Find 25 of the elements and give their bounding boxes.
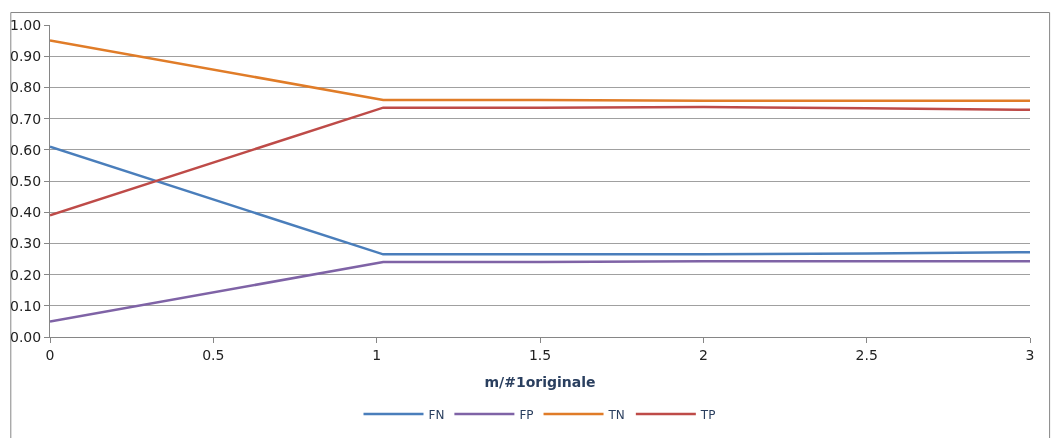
y-tick-label: 0.40	[10, 204, 42, 221]
legend-label: TN	[607, 407, 625, 422]
x-tick-label: 0.5	[202, 346, 225, 363]
legend-label: FN	[428, 407, 445, 422]
x-tick-label: 1	[372, 346, 382, 363]
y-tick-label: 0.90	[10, 48, 42, 65]
y-tick-label: 0.50	[10, 172, 42, 189]
y-tick-label: 0.20	[10, 266, 42, 283]
y-tick-label: 1.00	[10, 16, 42, 33]
y-tick-label: 0.60	[10, 141, 42, 158]
y-tick-label: 0.70	[10, 110, 42, 127]
x-tick-label: 1.5	[528, 346, 552, 363]
x-tick-label: 2.5	[855, 346, 878, 363]
y-tick-label: 0.30	[10, 235, 42, 252]
x-tick-label: 3	[1025, 346, 1035, 363]
legend-label: TP	[699, 407, 716, 422]
y-tick-label: 0.00	[10, 328, 42, 345]
line-series	[50, 145, 1030, 256]
y-tick-label: 0.10	[10, 297, 42, 314]
x-tick-label: 0	[45, 346, 55, 363]
x-tick-label: 2	[698, 346, 708, 363]
y-tick-label: 0.80	[10, 79, 42, 96]
line-series	[50, 105, 1030, 217]
x-axis-title: m/#1originale	[484, 374, 596, 391]
legend-label: FP	[519, 407, 534, 422]
